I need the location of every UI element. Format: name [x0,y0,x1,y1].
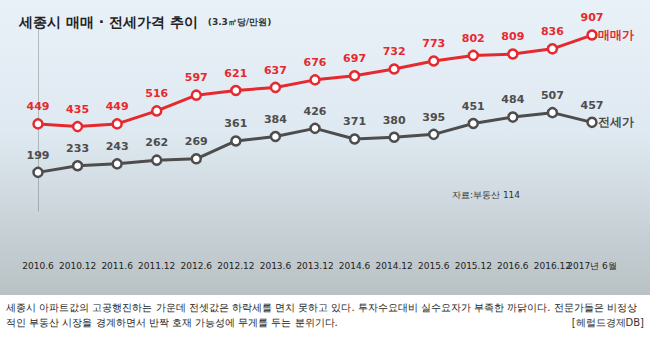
html-text:세종시 아파트값의 고공행진하는 가운데 전셋값은 하락세를: 세종시 아파트값의 고공행진하는 가운데 전셋값은 하락세를 면치 못하고 있다… [6,302,637,328]
svg-text:2016.12: 2016.12 [534,261,571,271]
svg-text:507: 507 [541,89,564,102]
svg-text:2013.12: 2013.12 [296,261,333,271]
svg-text:자료:부동산 114: 자료:부동산 114 [452,190,520,200]
svg-text:384: 384 [264,113,287,126]
svg-text:802: 802 [462,32,485,45]
svg-text:전세가: 전세가 [598,115,634,129]
svg-text:371: 371 [343,115,366,128]
svg-text:매매가: 매매가 [598,28,634,42]
svg-text:457: 457 [581,99,604,112]
svg-text:269: 269 [185,135,208,148]
svg-text:199: 199 [27,149,50,162]
svg-text:697: 697 [343,52,366,65]
svg-text:243: 243 [106,140,129,153]
svg-text:2012.6: 2012.6 [181,261,213,271]
svg-text:836: 836 [541,25,564,38]
svg-text:(3.3㎡당/만원): (3.3㎡당/만원) [208,17,271,27]
svg-text:637: 637 [264,64,287,77]
svg-text:597: 597 [185,71,208,84]
svg-text:773: 773 [422,37,445,50]
svg-text:732: 732 [383,45,406,58]
svg-text:449: 449 [27,100,50,113]
svg-text:395: 395 [422,111,445,124]
svg-text:676: 676 [304,56,327,69]
svg-text:451: 451 [462,100,485,113]
svg-text:세종시 매매 · 전세가격 추이: 세종시 매매 · 전세가격 추이 [18,14,198,30]
svg-text:484: 484 [501,93,524,106]
svg-text:2015.12: 2015.12 [455,261,492,271]
svg-text:621: 621 [224,67,247,80]
svg-text:2011.12: 2011.12 [138,261,175,271]
svg-text:2010.6: 2010.6 [22,261,54,271]
svg-text:233: 233 [66,142,89,155]
svg-text:2010.12: 2010.12 [59,261,96,271]
html-text:[헤럴드경제DB]: [헤럴드경제DB] [571,317,644,328]
svg-text:2011.6: 2011.6 [101,261,133,271]
svg-text:426: 426 [304,105,327,118]
svg-text:2012.12: 2012.12 [217,261,254,271]
svg-text:809: 809 [501,30,524,43]
svg-text:2017년 6월: 2017년 6월 [567,261,617,271]
svg-text:262: 262 [145,136,168,149]
svg-text:2014.6: 2014.6 [339,261,371,271]
svg-text:380: 380 [383,114,406,127]
svg-text:907: 907 [581,11,604,24]
svg-text:516: 516 [145,87,168,100]
svg-text:449: 449 [106,100,129,113]
svg-text:2013.6: 2013.6 [260,261,292,271]
svg-text:2015.6: 2015.6 [418,261,450,271]
svg-text:2016.6: 2016.6 [497,261,529,271]
svg-text:435: 435 [66,103,89,116]
svg-text:361: 361 [224,117,247,130]
svg-text:2014.12: 2014.12 [376,261,413,271]
